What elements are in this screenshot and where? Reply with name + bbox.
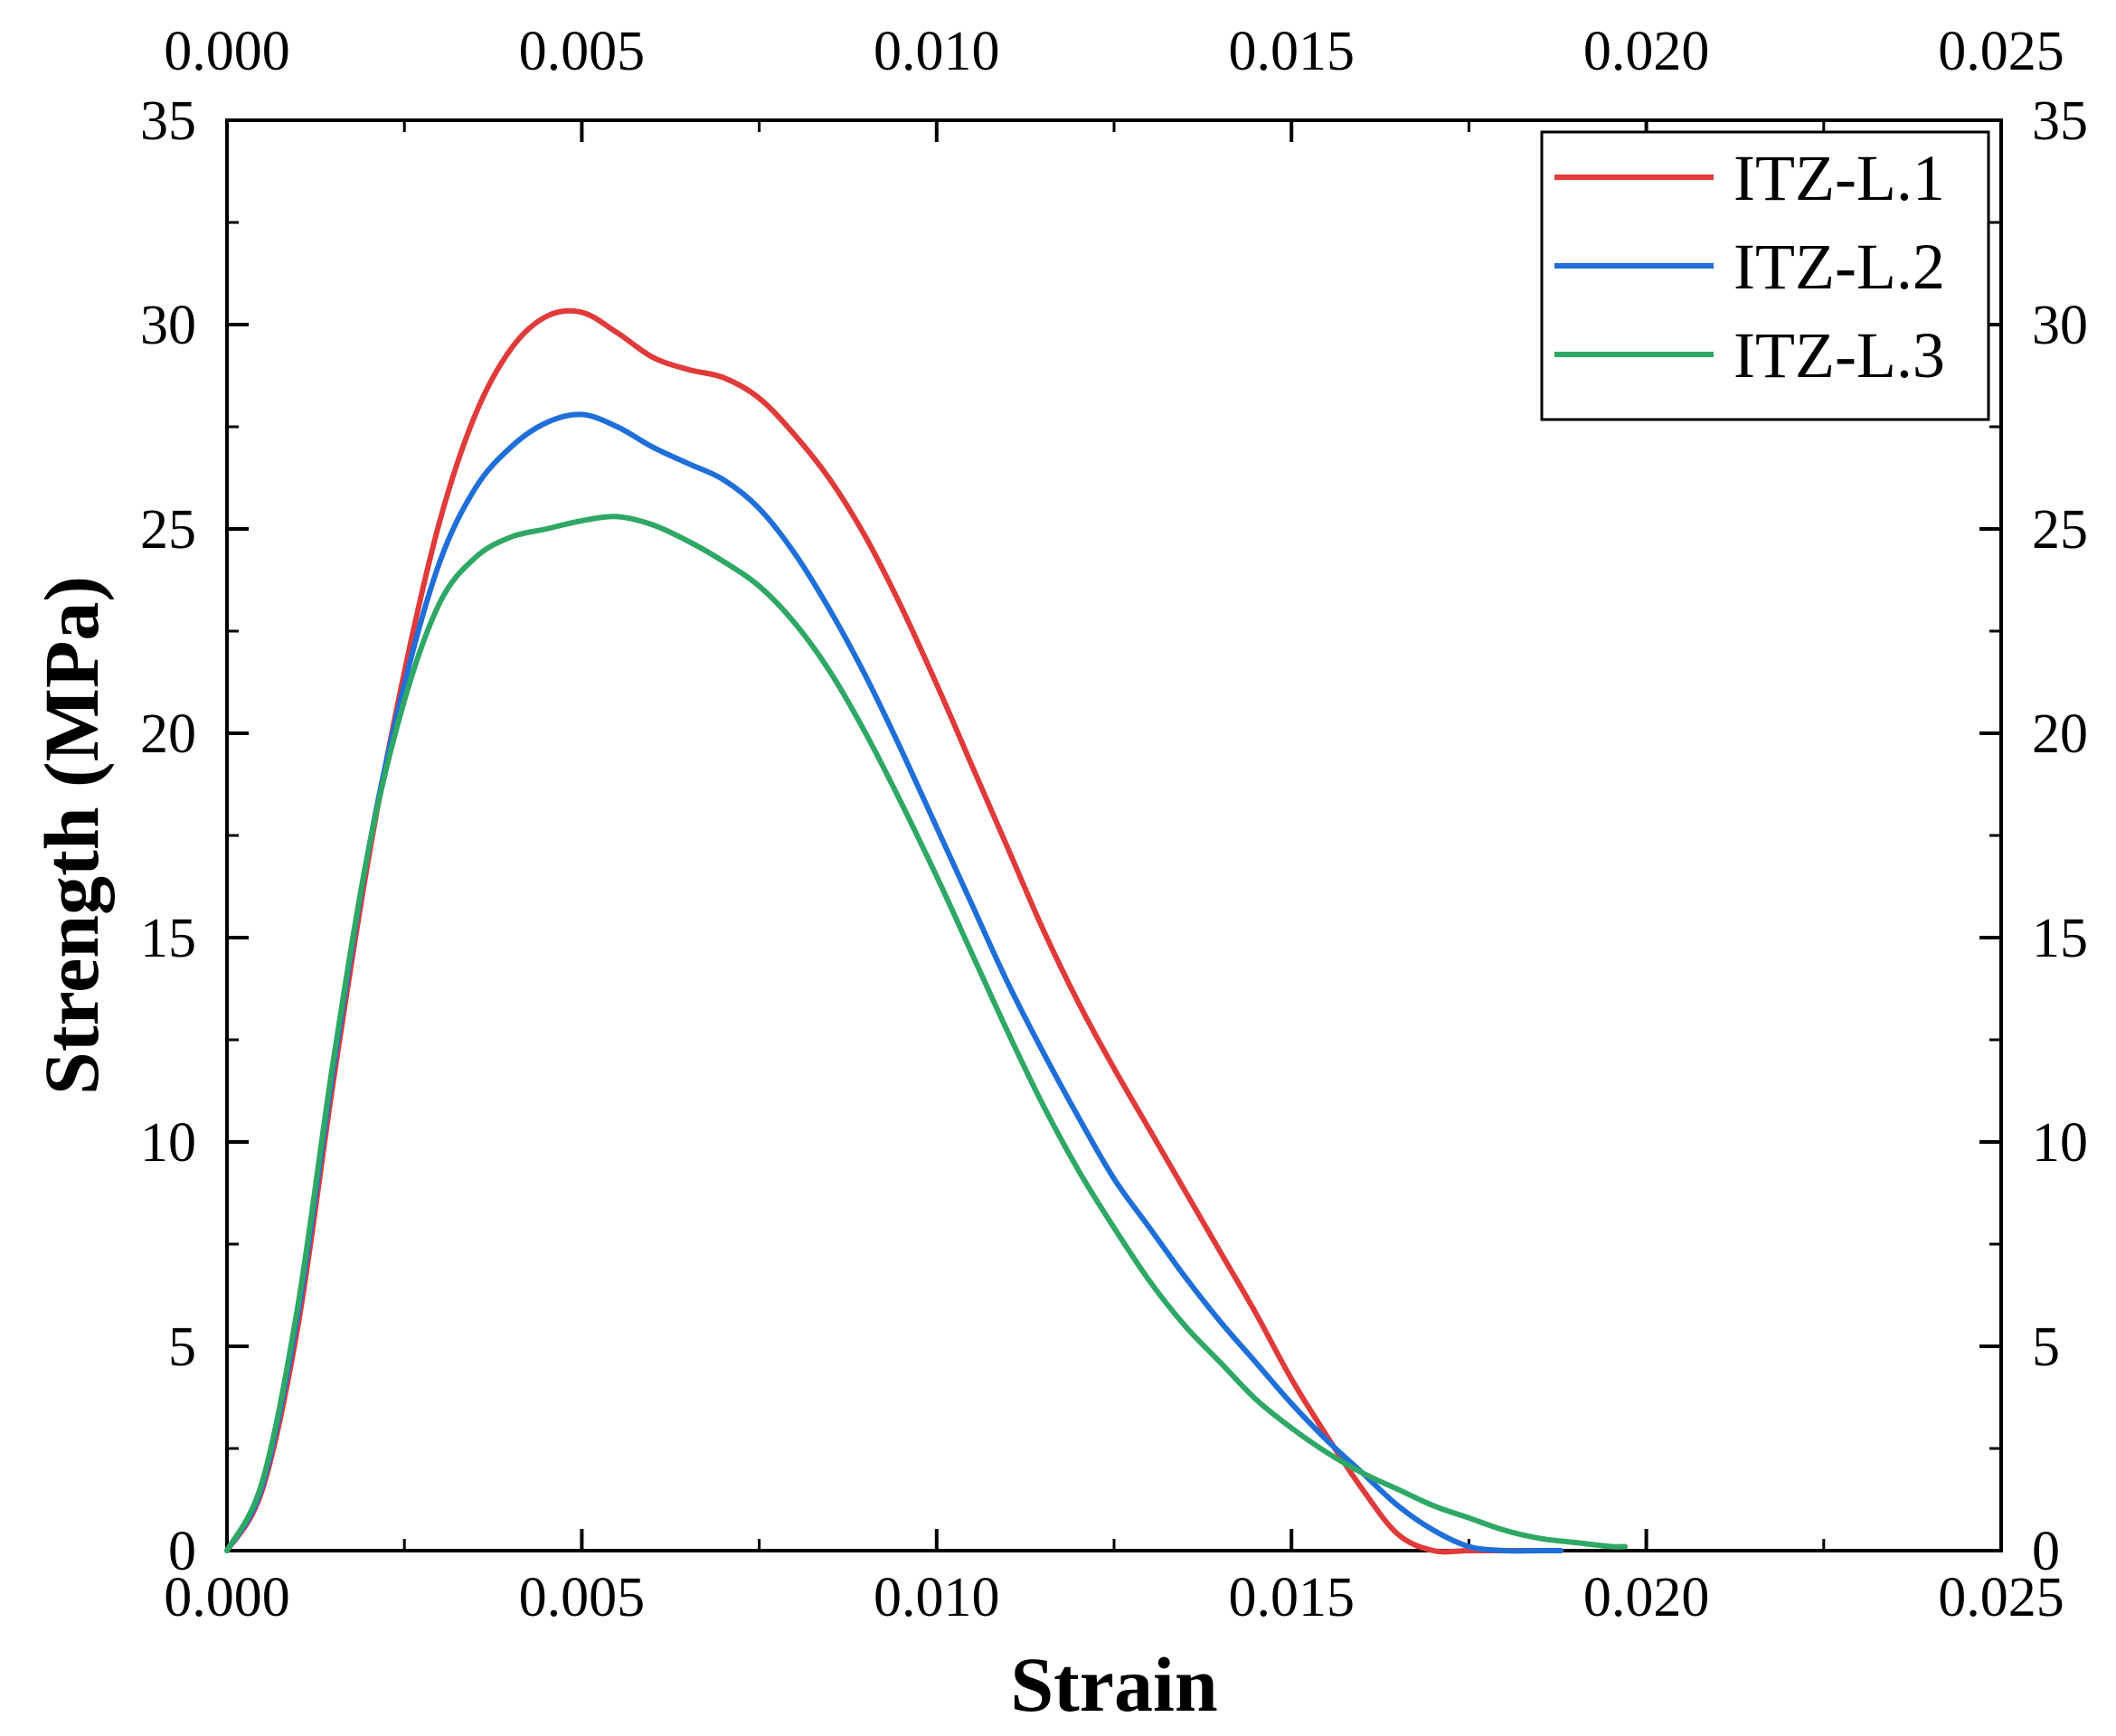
y-tick-label-right: 35 [2032, 90, 2088, 152]
y-tick-label-left: 10 [140, 1112, 196, 1174]
y-tick-label-right: 15 [2032, 908, 2088, 969]
y-tick-label-left: 30 [140, 295, 196, 356]
legend-label-1: ITZ-L.1 [1733, 142, 1945, 214]
y-tick-label-right: 5 [2032, 1316, 2060, 1378]
y-tick-label-right: 25 [2032, 499, 2088, 561]
x-tick-label-bottom: 0.005 [519, 1567, 646, 1628]
x-tick-label-top: 0.015 [1228, 21, 1355, 82]
y-tick-label-right: 0 [2032, 1521, 2060, 1582]
series-line-3 [224, 514, 1629, 1553]
x-tick-label-bottom: 0.025 [1938, 1567, 2064, 1628]
x-tick-label-bottom: 0.000 [164, 1567, 290, 1628]
x-tick-label-top: 0.020 [1583, 21, 1710, 82]
y-tick-label-right: 30 [2032, 295, 2088, 356]
x-tick-label-top: 0.010 [874, 21, 1000, 82]
x-tick-label-top: 0.000 [164, 21, 290, 82]
x-tick-label-bottom: 0.020 [1583, 1567, 1710, 1628]
x-axis-title: Strain [1010, 1641, 1217, 1728]
y-tick-label-left: 35 [140, 90, 196, 152]
axis-ticks: 0.000 0.000 0.005 0.005 0.010 0.010 0.015 0.015… [140, 21, 2088, 1628]
x-tick-label-bottom: 0.015 [1228, 1567, 1355, 1628]
y-tick-label-left: 25 [140, 499, 196, 561]
y-tick-label-right: 10 [2032, 1112, 2088, 1174]
legend: ITZ-L.1 ITZ-L.2 ITZ-L.3 [1540, 130, 1990, 421]
y-tick-label-right: 20 [2032, 703, 2088, 765]
series-lines [224, 307, 1629, 1555]
y-tick-label-left: 20 [140, 703, 196, 765]
y-tick-label-left: 5 [168, 1316, 196, 1378]
y-tick-label-left: 0 [168, 1521, 196, 1582]
legend-label-3: ITZ-L.3 [1733, 319, 1945, 392]
legend-label-2: ITZ-L.2 [1733, 231, 1945, 303]
y-tick-label-left: 15 [140, 908, 196, 969]
x-tick-label-top: 0.005 [519, 21, 646, 82]
x-tick-label-bottom: 0.010 [874, 1567, 1000, 1628]
y-axis-title: Strength (MPa) [28, 576, 115, 1095]
x-tick-label-top: 0.025 [1938, 21, 2064, 82]
